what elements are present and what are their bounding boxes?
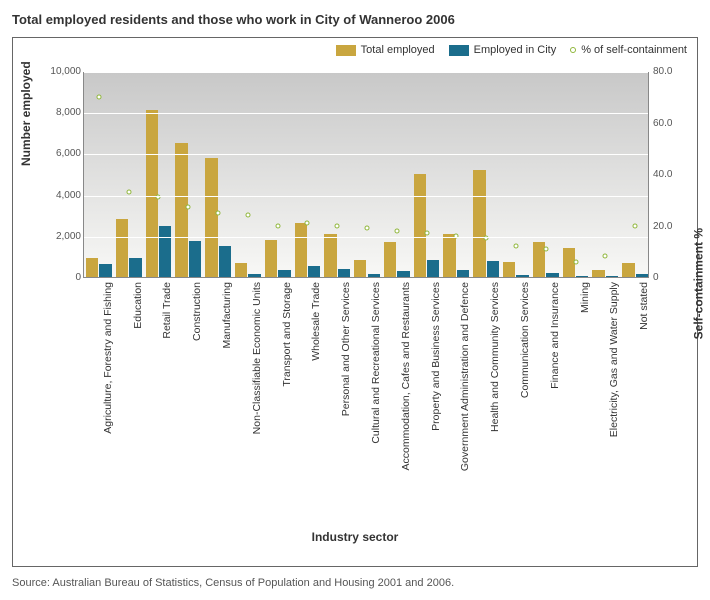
bar-total: [235, 263, 247, 277]
plot-area: [83, 72, 649, 278]
dot-pct: [424, 231, 429, 236]
dot-pct: [633, 223, 638, 228]
bar-incity: [338, 269, 350, 277]
legend: Total employed Employed in City % of sel…: [336, 44, 687, 56]
dot-pct: [216, 210, 221, 215]
x-category-label: Personal and Other Services: [340, 282, 352, 416]
legend-swatch-incity: [449, 45, 469, 56]
legend-swatch-pct: [570, 47, 576, 53]
source-text: Source: Australian Bureau of Statistics,…: [12, 577, 698, 589]
bar-total: [503, 262, 515, 277]
y-right-tick: 20.0: [653, 221, 672, 232]
x-category-label: Construction: [191, 282, 203, 341]
bar-incity: [397, 271, 409, 277]
bar-incity: [546, 273, 558, 277]
bar-incity: [219, 246, 231, 277]
bar-total: [592, 270, 604, 277]
bar-total: [86, 258, 98, 277]
dot-pct: [305, 220, 310, 225]
x-category-label: Mining: [579, 282, 591, 313]
x-category-label: Accommodation, Cafes and Restaurants: [400, 282, 412, 471]
x-category-label: Property and Business Services: [430, 282, 442, 431]
bar-incity: [576, 276, 588, 277]
bar-incity: [189, 241, 201, 277]
x-labels: Agriculture, Forestry and Fishing Educati…: [83, 282, 649, 512]
dot-pct: [513, 244, 518, 249]
dot-pct: [126, 190, 131, 195]
x-category-label: Cultural and Recreational Services: [370, 282, 382, 444]
y-left-tick: 2,000: [31, 231, 81, 242]
bar-incity: [636, 274, 648, 277]
bar-incity: [606, 276, 618, 277]
legend-item-total: Total employed: [336, 44, 435, 56]
x-category-label: Manufacturing: [221, 282, 233, 349]
dot-pct: [603, 254, 608, 259]
x-category-label: Government Administration and Defence: [459, 282, 471, 471]
legend-item-incity: Employed in City: [449, 44, 557, 56]
dot-pct: [186, 205, 191, 210]
bar-total: [324, 234, 336, 277]
x-category-label: Communication Services: [519, 282, 531, 398]
dot-pct: [245, 213, 250, 218]
bar-total: [414, 174, 426, 277]
y-left-tick: 10,000: [31, 66, 81, 77]
legend-label-incity: Employed in City: [474, 44, 557, 56]
x-category-label: Health and Community Services: [489, 282, 501, 432]
bar-total: [384, 242, 396, 277]
x-category-label: Education: [132, 282, 144, 329]
bar-incity: [129, 258, 141, 277]
bar-incity: [99, 264, 111, 277]
y-left-tick: 6,000: [31, 148, 81, 159]
legend-item-pct: % of self-containment: [570, 44, 687, 56]
x-category-label: Transport and Storage: [281, 282, 293, 387]
y-left-tick: 8,000: [31, 107, 81, 118]
bar-incity: [487, 261, 499, 277]
dot-pct: [573, 259, 578, 264]
bar-total: [443, 234, 455, 277]
y-right-tick: 0: [653, 272, 659, 283]
y-right-tick: 60.0: [653, 118, 672, 129]
bar-total: [146, 110, 158, 277]
x-category-label: Finance and Insurance: [549, 282, 561, 389]
bar-incity: [278, 270, 290, 277]
legend-swatch-total: [336, 45, 356, 56]
bar-total: [116, 219, 128, 277]
dot-pct: [543, 246, 548, 251]
legend-label-total: Total employed: [361, 44, 435, 56]
y-right-axis-label: Self-containment %: [691, 228, 705, 339]
y-left-tick: 4,000: [31, 190, 81, 201]
bar-total: [473, 170, 485, 277]
page-title: Total employed residents and those who w…: [12, 12, 698, 27]
y-right-tick: 40.0: [653, 169, 672, 180]
bar-total: [265, 240, 277, 277]
dot-pct: [335, 223, 340, 228]
x-category-label: Electricity, Gas and Water Supply: [608, 282, 620, 437]
bar-incity: [516, 275, 528, 277]
bar-incity: [248, 274, 260, 278]
bar-incity: [427, 260, 439, 278]
y-right-tick: 80.0: [653, 66, 672, 77]
bar-incity: [159, 226, 171, 278]
bar-total: [175, 143, 187, 277]
legend-label-pct: % of self-containment: [581, 44, 687, 56]
bar-incity: [368, 274, 380, 277]
x-axis-title: Industry sector: [13, 530, 697, 544]
bar-incity: [457, 270, 469, 277]
dot-pct: [365, 226, 370, 231]
x-category-label: Not stated: [638, 282, 650, 330]
x-category-label: Non-Classifiable Economic Units: [251, 282, 263, 434]
bar-total: [205, 158, 217, 277]
y-left-tick: 0: [31, 272, 81, 283]
bar-total: [354, 260, 366, 278]
x-category-label: Agriculture, Forestry and Fishing: [102, 282, 114, 434]
bar-total: [622, 263, 634, 277]
x-category-label: Retail Trade: [161, 282, 173, 339]
dot-pct: [96, 94, 101, 99]
dot-pct: [275, 223, 280, 228]
bar-incity: [308, 266, 320, 277]
x-category-label: Wholesale Trade: [310, 282, 322, 361]
dot-pct: [394, 228, 399, 233]
bar-total: [295, 223, 307, 277]
chart-frame: Total employed Employed in City % of sel…: [12, 37, 698, 567]
